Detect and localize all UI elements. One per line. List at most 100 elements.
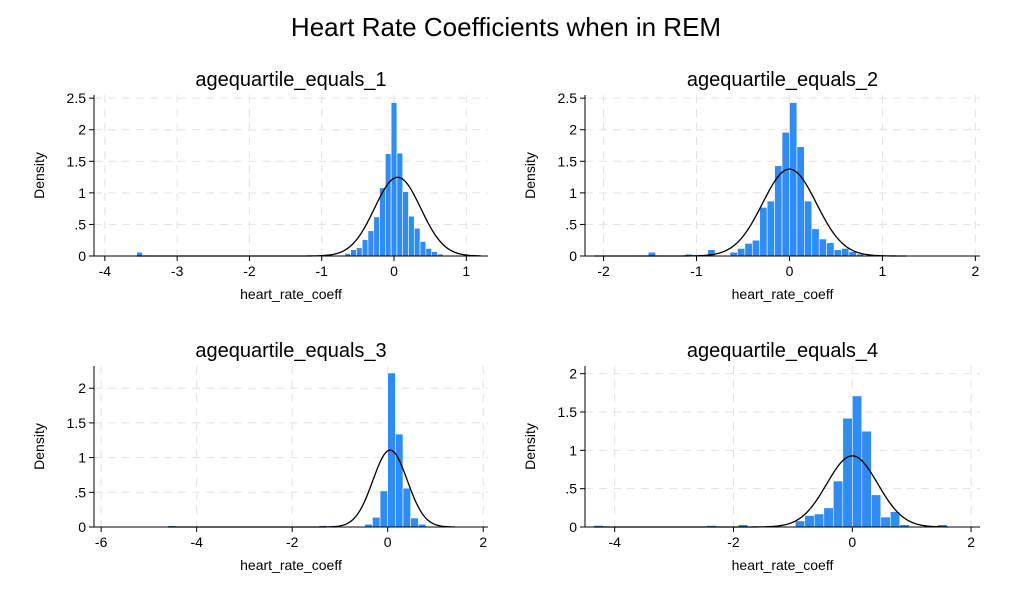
histogram-bar — [402, 487, 411, 528]
y-tick-label: 1 — [569, 442, 577, 458]
x-tick-label: 1 — [462, 263, 470, 279]
panel-title: agequartile_equals_4 — [687, 340, 878, 362]
histogram-bar — [396, 152, 403, 257]
y-tick-label: 0 — [569, 248, 577, 264]
y-axis-label: Density — [31, 152, 47, 199]
x-tick-label: -2 — [286, 534, 299, 550]
x-tick-label: 0 — [786, 263, 794, 279]
y-tick-label: .5 — [565, 216, 577, 232]
y-tick-label: 2 — [78, 380, 86, 396]
histogram-bar — [373, 216, 380, 257]
x-tick-label: -3 — [171, 263, 184, 279]
histogram-bar — [425, 248, 432, 257]
normal-density-curve — [168, 449, 455, 528]
histogram-bar — [826, 242, 835, 257]
panel-1: -4 -3 -2 -1 0 1 0 .5 1 1.5 2 2.5 agequartile_equals_… — [31, 69, 488, 302]
y-tick-label: 1 — [78, 450, 86, 466]
x-tick-label: -4 — [190, 534, 203, 550]
histogram-bar — [410, 517, 419, 528]
y-tick-label: 2 — [78, 122, 86, 138]
histogram-bar — [367, 230, 375, 257]
y-tick-label: 0 — [78, 248, 86, 264]
histogram-bar — [759, 207, 768, 257]
histogram-bar — [813, 513, 825, 528]
y-tick-label: 0 — [78, 519, 86, 535]
panel-2: -2 -1 0 1 2 0 .5 1 1.5 2 2.5 agequartile_equals_2he… — [522, 69, 980, 302]
histogram-bars — [136, 102, 444, 257]
histogram-bar — [890, 511, 901, 528]
x-axis-label: heart_rate_coeff — [240, 286, 342, 302]
y-tick-label: 0 — [569, 519, 577, 535]
x-axis-label: heart_rate_coeff — [240, 557, 342, 573]
y-tick-label: .5 — [565, 481, 577, 497]
x-tick-label: -4 — [99, 263, 112, 279]
y-axis-label: Density — [31, 423, 47, 470]
normal-density-curve — [594, 168, 906, 257]
histogram-bar — [402, 191, 409, 257]
histogram-bar — [832, 480, 844, 528]
histogram-bar — [395, 433, 404, 528]
x-axis-label: heart_rate_coeff — [732, 286, 834, 302]
histogram-bar — [408, 215, 415, 257]
y-tick-label: 2.5 — [558, 90, 578, 106]
histogram-bar — [841, 248, 850, 257]
y-tick-label: 1.5 — [558, 153, 578, 169]
histogram-bar — [871, 494, 882, 528]
histogram-bar — [880, 516, 891, 528]
histogram-bar — [804, 200, 813, 257]
histogram-bar — [804, 515, 815, 528]
histogram-bar — [781, 131, 790, 257]
panel-4: -4 -2 0 2 0 .5 1 1.5 2 agequartile_equals_4 heart_… — [522, 340, 980, 573]
x-tick-label: 1 — [879, 263, 887, 279]
panel-3: -6 -4 -2 0 2 0 .5 1 1.5 2 agequartile_equals_3hear… — [31, 340, 488, 573]
histogram-bar — [789, 102, 798, 257]
panel-title: agequartile_equals_2 — [687, 69, 878, 91]
histogram-bar — [379, 187, 386, 257]
x-tick-label: -2 — [597, 263, 610, 279]
histogram-bar — [818, 238, 827, 257]
histogram-bar — [737, 248, 746, 257]
x-tick-label: -4 — [608, 534, 621, 550]
panel-title: agequartile_equals_1 — [195, 69, 386, 91]
y-tick-label: 1 — [569, 185, 577, 201]
x-axis-label: heart_rate_coeff — [732, 557, 834, 573]
y-axis-label: Density — [522, 423, 538, 470]
histogram-bar — [385, 153, 392, 257]
histogram-bar — [751, 239, 761, 257]
histogram-bar — [419, 241, 427, 257]
x-tick-label: 0 — [390, 263, 398, 279]
histogram-bar — [811, 228, 820, 257]
y-tick-label: .5 — [74, 484, 86, 500]
histogram-bar — [851, 395, 863, 528]
x-tick-label: 0 — [384, 534, 392, 550]
histogram-bar — [379, 490, 389, 528]
histogram-bar — [842, 417, 853, 528]
figure-title: Heart Rate Coefficients when in REM — [290, 12, 722, 42]
y-tick-label: 2 — [569, 366, 577, 382]
histogram-bars — [593, 395, 948, 528]
x-tick-label: 2 — [967, 534, 975, 550]
x-tick-label: 0 — [848, 534, 856, 550]
histogram-bars — [647, 102, 865, 257]
histogram-bar — [796, 146, 805, 257]
normal-density-curve — [137, 176, 481, 257]
y-tick-label: 1.5 — [67, 153, 87, 169]
panel-title: agequartile_equals_3 — [195, 340, 386, 362]
histogram-bar — [413, 227, 421, 257]
histogram-bar — [361, 239, 369, 257]
y-tick-label: 1 — [78, 185, 86, 201]
histogram-bar — [861, 430, 872, 528]
histogram-bar — [372, 516, 381, 528]
y-axis-label: Density — [522, 152, 538, 199]
y-tick-label: 1.5 — [558, 404, 578, 420]
y-tick-label: 2 — [569, 122, 577, 138]
x-tick-label: 2 — [479, 534, 487, 550]
y-tick-label: 1.5 — [67, 415, 87, 431]
histogram-bar — [356, 247, 363, 257]
y-tick-label: 2.5 — [67, 90, 87, 106]
histogram-bar — [431, 251, 438, 257]
y-tick-label: .5 — [74, 216, 86, 232]
histogram-bar — [766, 200, 775, 257]
histogram-bar — [729, 251, 738, 257]
